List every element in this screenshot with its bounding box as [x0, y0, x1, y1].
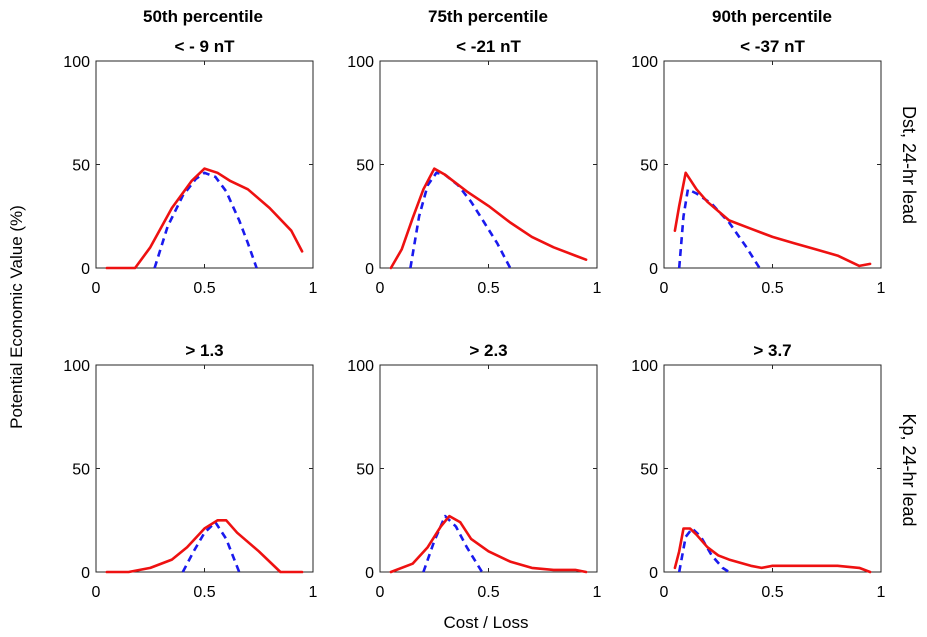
solid-series-line-dst-90th — [673, 171, 872, 268]
panel-dst-75th: < -21 nT 0 0.5 1 0 50 100 — [347, 37, 601, 297]
y-tick-label: 0 — [649, 261, 658, 278]
axes-frame — [379, 60, 598, 269]
x-tick-label: 0 — [376, 584, 385, 601]
x-axis-label: Cost / Loss — [443, 613, 528, 632]
panel-title: > 2.3 — [469, 341, 507, 360]
solid-series-line-kp-75th — [389, 514, 588, 574]
y-tick-label: 100 — [63, 54, 90, 71]
dashed-series-line-kp-90th — [677, 527, 730, 574]
x-tick-label: 0.5 — [477, 584, 499, 601]
y-tick-label: 50 — [356, 158, 374, 175]
y-tick-label: 50 — [72, 462, 90, 479]
x-tick-label: 0.5 — [761, 584, 783, 601]
x-tick-label: 1 — [877, 280, 886, 297]
panel-title: < -21 nT — [456, 37, 521, 56]
row-label-kp: Kp, 24-hr lead — [899, 413, 919, 526]
x-tick-label: 0.5 — [193, 584, 215, 601]
x-tick-label: 0 — [660, 280, 669, 297]
x-tick-label: 1 — [593, 280, 602, 297]
x-tick-label: 1 — [309, 280, 318, 297]
y-tick-label: 50 — [72, 158, 90, 175]
y-tick-label: 50 — [640, 158, 658, 175]
column-header-50th: 50th percentile — [143, 7, 263, 26]
x-tick-label: 0.5 — [477, 280, 499, 297]
panel-kp-75th: > 2.3 0 0.5 1 0 50 100 — [347, 341, 601, 601]
axes-frame — [95, 60, 314, 269]
x-tick-label: 0.5 — [193, 280, 215, 297]
y-tick-label: 0 — [365, 565, 374, 582]
y-tick-label: 100 — [347, 358, 374, 375]
x-tick-label: 0 — [92, 280, 101, 297]
axes-frame — [379, 364, 598, 573]
y-tick-label: 100 — [631, 54, 658, 71]
y-tick-label: 0 — [81, 261, 90, 278]
solid-series-line-kp-50th — [105, 518, 304, 574]
panel-title: > 1.3 — [185, 341, 223, 360]
y-tick-label: 0 — [81, 565, 90, 582]
y-tick-label: 100 — [347, 54, 374, 71]
x-tick-label: 0 — [660, 584, 669, 601]
panel-dst-50th: < - 9 nT 0 0.5 1 0 50 100 — [63, 37, 317, 297]
axes-frame — [95, 364, 314, 573]
y-tick-label: 0 — [365, 261, 374, 278]
x-tick-label: 0 — [92, 584, 101, 601]
y-tick-label: 0 — [649, 565, 658, 582]
dashed-series-line-dst-75th — [409, 171, 512, 269]
row-label-dst: Dst, 24-hr lead — [899, 106, 919, 224]
y-tick-label: 50 — [356, 462, 374, 479]
x-tick-label: 1 — [593, 584, 602, 601]
y-tick-label: 100 — [63, 358, 90, 375]
x-tick-label: 0 — [376, 280, 385, 297]
y-tick-label: 100 — [631, 358, 658, 375]
solid-series-line-kp-90th — [673, 527, 872, 574]
panel-kp-90th: > 3.7 0 0.5 1 0 50 100 — [631, 341, 885, 601]
dashed-series-line-kp-50th — [181, 520, 241, 573]
axes-frame — [663, 364, 882, 573]
panel-title: > 3.7 — [753, 341, 791, 360]
x-tick-label: 1 — [309, 584, 318, 601]
column-header-90th: 90th percentile — [712, 7, 832, 26]
panel-dst-90th: < -37 nT 0 0.5 1 0 50 100 — [631, 37, 885, 297]
dashed-series-line-kp-75th — [422, 514, 484, 573]
solid-series-line-dst-75th — [389, 167, 588, 270]
panel-title: < - 9 nT — [175, 37, 236, 56]
panel-title: < -37 nT — [740, 37, 805, 56]
y-axis-label: Potential Economic Value (%) — [7, 205, 26, 429]
y-tick-label: 50 — [640, 462, 658, 479]
column-header-75th: 75th percentile — [428, 7, 548, 26]
panel-kp-50th: > 1.3 0 0.5 1 0 50 100 — [63, 341, 317, 601]
x-tick-label: 0.5 — [761, 280, 783, 297]
solid-series-line-dst-50th — [105, 167, 304, 270]
x-tick-label: 1 — [877, 584, 886, 601]
dashed-series-line-dst-50th — [153, 171, 258, 269]
